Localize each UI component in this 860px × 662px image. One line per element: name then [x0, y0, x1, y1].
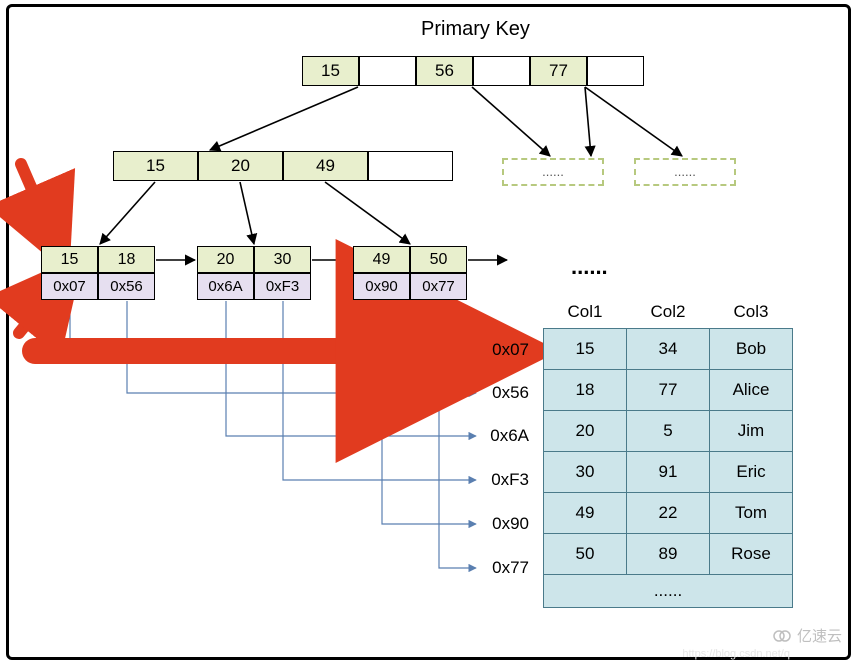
node-cell: [368, 151, 453, 181]
node-cell: [587, 56, 644, 86]
table-cell: 89: [627, 534, 710, 575]
table-cell: 77: [627, 370, 710, 411]
table-cell: Rose: [710, 534, 793, 575]
table-cell: 5: [627, 411, 710, 452]
table-row: 4922Tom: [544, 493, 793, 534]
leaf-key: 50: [410, 246, 467, 273]
collapsed-node: ......: [634, 158, 736, 186]
table-row: 3091Eric: [544, 452, 793, 493]
leaf-key: 30: [254, 246, 311, 273]
leaf-ptr: 0x90: [353, 273, 410, 300]
leaf-ptr: 0x77: [410, 273, 467, 300]
pointer-label: 0x90: [479, 514, 529, 534]
leaf-ptr: 0x07: [41, 273, 98, 300]
data-table: Col1Col2Col31534Bob1877Alice205Jim3091Er…: [543, 296, 793, 608]
table-cell: 20: [544, 411, 627, 452]
leaf-node-2: 49500x900x77: [353, 246, 467, 300]
table-cell: 50: [544, 534, 627, 575]
node-cell: 56: [416, 56, 473, 86]
leaf-node-0: 15180x070x56: [41, 246, 155, 300]
table-row: 1534Bob: [544, 329, 793, 370]
pointer-label: 0x56: [479, 383, 529, 403]
table-cell: Bob: [710, 329, 793, 370]
pointer-label: 0x07: [479, 340, 529, 360]
pointer-label: 0xF3: [479, 470, 529, 490]
table-footer: ......: [544, 575, 793, 608]
table-cell: 91: [627, 452, 710, 493]
table-row: 205Jim: [544, 411, 793, 452]
node-cell: [359, 56, 416, 86]
leaf-ptr: 0x6A: [197, 273, 254, 300]
table-cell: 15: [544, 329, 627, 370]
pointer-label: 0x6A: [479, 426, 529, 446]
table-cell: Jim: [710, 411, 793, 452]
table-cell: 22: [627, 493, 710, 534]
node-cell: [473, 56, 530, 86]
table-header: Col1: [544, 296, 627, 329]
node-cell: 77: [530, 56, 587, 86]
leaf-ellipsis: ......: [571, 254, 608, 280]
watermark: 亿速云: [772, 625, 842, 646]
table-header: Col2: [627, 296, 710, 329]
node-cell: 49: [283, 151, 368, 181]
node-cell: 15: [302, 56, 359, 86]
watermark-text: 亿速云: [797, 625, 842, 646]
table-cell: 30: [544, 452, 627, 493]
leaf-key: 15: [41, 246, 98, 273]
diagram-title: Primary Key: [421, 18, 530, 41]
node-cell: 20: [198, 151, 283, 181]
leaf-key: 20: [197, 246, 254, 273]
node-cell: 15: [113, 151, 198, 181]
table-row: 5089Rose: [544, 534, 793, 575]
leaf-key: 18: [98, 246, 155, 273]
leaf-ptr: 0x56: [98, 273, 155, 300]
leaf-node-1: 20300x6A0xF3: [197, 246, 311, 300]
collapsed-node: ......: [502, 158, 604, 186]
leaf-key: 49: [353, 246, 410, 273]
table-cell: Eric: [710, 452, 793, 493]
mid-node: 152049: [113, 151, 453, 181]
table-cell: 34: [627, 329, 710, 370]
table-cell: Alice: [710, 370, 793, 411]
root-node: 15 56 77: [302, 56, 644, 86]
table-header: Col3: [710, 296, 793, 329]
table-cell: 49: [544, 493, 627, 534]
watermark-url: https://blog.csdn.net/q: [682, 648, 790, 660]
leaf-ptr: 0xF3: [254, 273, 311, 300]
pointer-label: 0x77: [479, 558, 529, 578]
table-row: 1877Alice: [544, 370, 793, 411]
table-cell: 18: [544, 370, 627, 411]
table-cell: Tom: [710, 493, 793, 534]
